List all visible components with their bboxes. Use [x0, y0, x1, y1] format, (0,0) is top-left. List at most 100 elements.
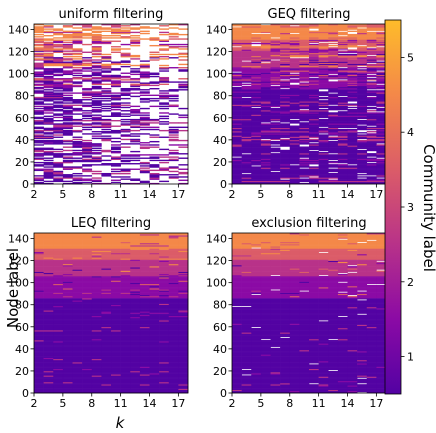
heatmap-cell [178, 295, 189, 298]
heatmap-cell [120, 94, 131, 97]
heatmap-cell [139, 323, 150, 325]
heatmap-cell [178, 333, 189, 335]
heatmap-cell [337, 112, 348, 114]
heatmap-cell [130, 143, 141, 145]
heatmap-cell [91, 369, 102, 372]
heatmap-cell [120, 92, 131, 94]
heatmap-cell [337, 152, 348, 154]
heatmap-cell [241, 46, 252, 48]
heatmap-cell [328, 125, 339, 127]
x-tick-label: 11 [114, 188, 128, 201]
heatmap-cell [299, 140, 310, 143]
heatmap-cell [130, 376, 141, 378]
heatmap-cell [139, 387, 150, 389]
heatmap-cell [299, 79, 310, 81]
heatmap-cell [251, 182, 262, 185]
heatmap-cell [280, 49, 291, 51]
heatmap-cell [139, 32, 150, 35]
heatmap-cell [337, 182, 348, 185]
heatmap-cell [53, 372, 64, 374]
heatmap-cell [328, 103, 339, 105]
heatmap-cell [130, 349, 141, 352]
heatmap-cell [53, 85, 64, 88]
heatmap-cell [299, 69, 310, 71]
heatmap-cell [53, 290, 64, 292]
heatmap-cell [72, 346, 83, 349]
heatmap-cell [337, 140, 348, 143]
heatmap-cell [130, 368, 141, 371]
heatmap-cell [53, 49, 64, 51]
heatmap-cell [53, 309, 64, 311]
heatmap-cell [280, 63, 291, 66]
heatmap-cell [241, 126, 252, 129]
heatmap-cell [328, 179, 339, 181]
heatmap-cell [34, 315, 44, 318]
heatmap-cell [139, 279, 150, 281]
heatmap-cell [62, 314, 73, 317]
heatmap-cell [53, 33, 64, 36]
heatmap-cell [251, 118, 262, 121]
heatmap-cell [72, 343, 83, 345]
heatmap-cell [347, 144, 358, 146]
heatmap-cell [120, 372, 131, 374]
heatmap-cell [241, 163, 252, 165]
heatmap-cell [62, 390, 73, 393]
heatmap-cell [72, 349, 83, 352]
y-tick-label: 40 [213, 134, 227, 147]
heatmap-cell [280, 76, 291, 79]
heatmap-cell [111, 354, 121, 356]
heatmap-cell [328, 56, 339, 58]
heatmap-cell [91, 149, 102, 152]
heatmap-cell [101, 364, 112, 366]
heatmap-cell [299, 61, 310, 63]
heatmap-cell [309, 145, 319, 147]
heatmap-cell [34, 123, 44, 125]
heatmap-cell [260, 158, 271, 161]
heatmap-cell [139, 389, 150, 392]
heatmap-cell [328, 180, 339, 183]
heatmap-cell [328, 165, 339, 167]
heatmap-cell [299, 46, 310, 48]
heatmap-cell [82, 28, 93, 30]
heatmap-cell [232, 127, 242, 130]
heatmap-cell [309, 75, 319, 78]
heatmap-cell [149, 128, 160, 131]
heatmap-cell [149, 351, 160, 353]
heatmap-cell [299, 166, 310, 168]
heatmap-cell [376, 120, 387, 122]
heatmap-cell [120, 89, 131, 91]
heatmap-cell [337, 107, 348, 110]
heatmap-cell [337, 176, 348, 178]
heatmap-cell [62, 97, 73, 100]
heatmap-cell [101, 345, 112, 347]
heatmap-cell [347, 167, 358, 169]
heatmap-cell [376, 114, 387, 116]
heatmap-cell [72, 376, 83, 378]
heatmap-cell [62, 31, 73, 34]
heatmap-cell [251, 36, 262, 38]
heatmap-cell [72, 278, 83, 280]
heatmap-cell [62, 289, 73, 291]
heatmap-cell [34, 63, 44, 66]
heatmap-cell [34, 303, 44, 306]
heatmap-cell [318, 103, 329, 105]
heatmap-cell [139, 304, 150, 307]
heatmap-cell [72, 85, 83, 88]
heatmap-cell [139, 320, 150, 322]
heatmap-cell [232, 91, 242, 93]
heatmap-cell [72, 293, 83, 296]
heatmap-cell [91, 133, 102, 135]
heatmap-cell [91, 354, 102, 356]
heatmap-cell [53, 361, 64, 363]
heatmap-cell [178, 341, 189, 343]
heatmap-cell [53, 108, 64, 111]
heatmap-cell [159, 329, 170, 331]
heatmap-cell [309, 86, 319, 89]
heatmap-cell [357, 114, 368, 116]
heatmap-cell [251, 140, 262, 143]
heatmap-cell [178, 309, 189, 311]
heatmap-cell [159, 363, 170, 365]
heatmap-cell [168, 36, 179, 38]
heatmap-cell [62, 63, 73, 66]
heatmap-cell [337, 43, 348, 46]
